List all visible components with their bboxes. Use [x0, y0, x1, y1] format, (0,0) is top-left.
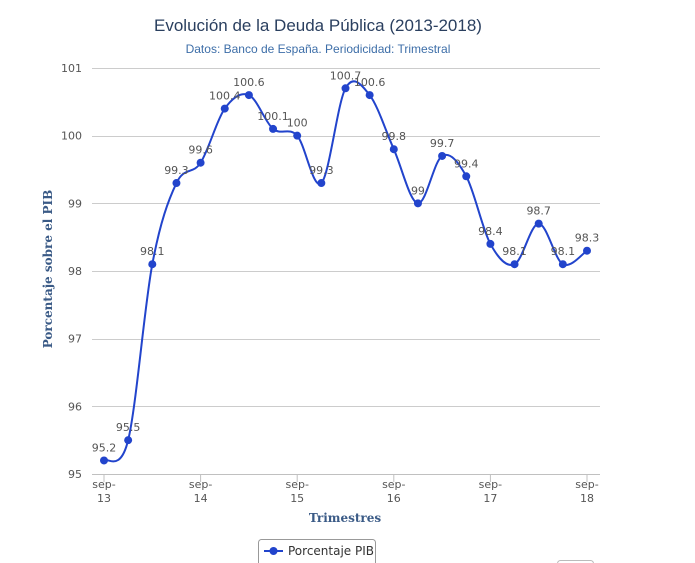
x-tick-label: sep- [285, 478, 308, 491]
legend-marker-swatch [269, 547, 278, 555]
y-tick-label: 101 [61, 62, 82, 75]
export-button[interactable] [557, 560, 594, 563]
data-label: 98.1 [140, 245, 165, 258]
data-label: 99.8 [382, 130, 407, 143]
legend-box [258, 539, 376, 563]
data-label: 100.4 [209, 90, 241, 103]
legend[interactable]: Porcentaje PIB [258, 539, 376, 563]
gridlines [92, 68, 600, 475]
y-tick-label: 97 [68, 333, 82, 346]
data-point[interactable] [196, 158, 205, 167]
data-label: 95.2 [92, 441, 117, 454]
x-tick-label: sep- [92, 478, 115, 491]
data-point[interactable] [172, 179, 181, 188]
y-tick-label: 99 [68, 197, 82, 210]
data-label: 100.7 [330, 69, 362, 82]
data-points[interactable] [100, 84, 591, 465]
data-point[interactable] [534, 219, 543, 228]
x-tick-label: 17 [483, 492, 497, 505]
data-point[interactable] [438, 151, 447, 160]
data-point[interactable] [244, 91, 253, 100]
chart-title: Evolución de la Deuda Pública (2013-2018… [154, 16, 482, 35]
data-labels: 95.295.598.199.399.6100.4100.6100.110099… [92, 69, 600, 454]
x-tick-label: 18 [580, 492, 594, 505]
data-point[interactable] [558, 260, 567, 269]
data-label: 98.1 [502, 245, 527, 258]
y-tick-label: 95 [68, 468, 82, 481]
data-point[interactable] [510, 260, 519, 269]
y-tick-label: 100 [61, 130, 82, 143]
data-label: 98.1 [551, 245, 576, 258]
data-point[interactable] [124, 436, 133, 445]
data-label: 99.6 [188, 144, 213, 157]
data-point[interactable] [100, 456, 108, 465]
data-label: 99.7 [430, 137, 455, 150]
y-axis-title: Porcentaje sobre el PIB [41, 190, 55, 349]
data-point[interactable] [462, 172, 471, 181]
x-tick-label: 15 [290, 492, 304, 505]
y-tick-label: 98 [68, 265, 82, 278]
data-label: 99 [411, 184, 425, 197]
data-point[interactable] [341, 84, 350, 93]
data-point[interactable] [317, 179, 326, 188]
x-tick-label: 16 [387, 492, 401, 505]
data-label: 100.6 [354, 76, 386, 89]
y-axis-ticks: 95 96 97 98 99 100 101 [61, 62, 82, 481]
y-tick-label: 96 [68, 400, 82, 413]
data-label: 99.3 [164, 164, 189, 177]
x-tick-label: sep- [575, 478, 598, 491]
x-tick-label: sep- [189, 478, 212, 491]
data-label: 98.7 [526, 205, 551, 218]
data-point[interactable] [148, 260, 157, 269]
data-label: 98.3 [575, 232, 600, 245]
data-label: 99.3 [309, 164, 334, 177]
data-point[interactable] [583, 246, 591, 255]
x-tick-label: sep- [382, 478, 405, 491]
x-axis-title: Trimestres [309, 511, 382, 525]
data-point[interactable] [413, 199, 422, 208]
data-point[interactable] [293, 131, 302, 140]
data-label: 98.4 [478, 225, 503, 238]
x-tick-label: sep- [479, 478, 502, 491]
data-point[interactable] [389, 145, 398, 154]
data-label: 100.6 [233, 76, 265, 89]
legend-item-label[interactable]: Porcentaje PIB [288, 544, 374, 558]
data-label: 100.1 [257, 110, 289, 123]
data-point[interactable] [220, 104, 229, 113]
x-tick-label: 14 [194, 492, 208, 505]
data-point[interactable] [365, 91, 374, 100]
data-label: 100 [287, 117, 308, 130]
data-label: 99.4 [454, 157, 479, 170]
x-tick-label: 13 [97, 492, 111, 505]
series-line [103, 80, 588, 463]
data-point[interactable] [486, 239, 495, 248]
data-point[interactable] [269, 124, 278, 133]
data-label: 95.5 [116, 421, 141, 434]
chart-subtitle: Datos: Banco de España. Periodicidad: Tr… [186, 42, 451, 56]
